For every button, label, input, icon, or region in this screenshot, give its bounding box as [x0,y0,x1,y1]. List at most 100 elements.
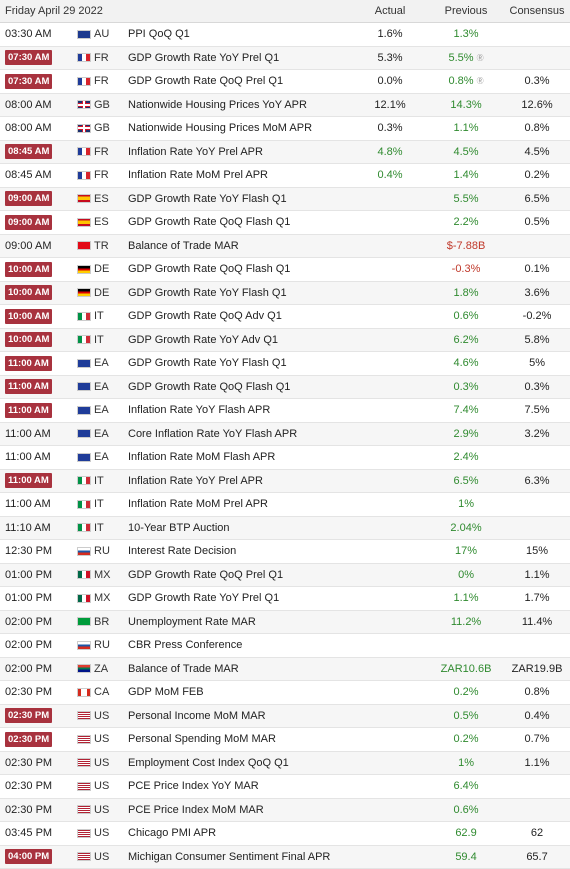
event-name-link[interactable]: GDP Growth Rate QoQ Flash Q1 [128,380,291,393]
country-code[interactable]: ES [94,216,109,229]
table-row[interactable]: 11:00 AM EA Inflation Rate YoY Flash APR 7.… [0,399,570,422]
country-code[interactable]: US [94,803,110,816]
table-row[interactable]: 08:00 AM GB Nationwide Housing Prices YoY … [0,93,570,117]
table-row[interactable]: 02:00 PM RU CBR Press Conference [0,634,570,657]
country-code[interactable]: US [94,709,110,722]
event-name-link[interactable]: Nationwide Housing Prices YoY APR [128,98,307,111]
table-row[interactable]: 02:30 PM US Personal Income MoM MAR 0.5% 0.4… [0,704,570,728]
table-row[interactable]: 04:00 PM US Michigan Consumer Sentiment Fi… [0,845,570,869]
country-code[interactable]: MX [94,568,111,581]
event-name-link[interactable]: 10-Year BTP Auction [128,521,230,534]
event-name-link[interactable]: PCE Price Index YoY MAR [128,780,259,793]
table-row[interactable]: 02:30 PM CA GDP MoM FEB 0.2% 0.8% [0,681,570,704]
consensus-header[interactable]: Consensus [504,0,570,23]
event-name-link[interactable]: Michigan Consumer Sentiment Final APR [128,850,331,863]
revised-icon[interactable]: Ⓡ [476,78,484,86]
event-name-link[interactable]: GDP Growth Rate YoY Flash Q1 [128,286,287,299]
country-code[interactable]: IT [94,310,104,323]
country-code[interactable]: ZA [94,662,109,675]
country-code[interactable]: US [94,756,110,769]
table-row[interactable]: 11:00 AM EA GDP Growth Rate YoY Flash Q1 4.… [0,352,570,375]
table-row[interactable]: 11:00 AM EA Inflation Rate MoM Flash APR 2.… [0,446,570,469]
country-code[interactable]: IT [94,333,104,346]
country-code[interactable]: FR [94,169,109,182]
country-code[interactable]: EA [94,380,109,393]
event-name-link[interactable]: Chicago PMI APR [128,827,217,840]
event-name-link[interactable]: GDP Growth Rate QoQ Prel Q1 [128,568,284,581]
event-name-link[interactable]: Nationwide Housing Prices MoM APR [128,122,313,135]
table-row[interactable]: 12:30 PM RU Interest Rate Decision 17% 15% [0,540,570,563]
country-code[interactable]: GB [94,122,110,135]
event-name-link[interactable]: Inflation Rate YoY Prel APR [128,145,263,158]
country-code[interactable]: US [94,780,110,793]
table-row[interactable]: 02:30 PM US PCE Price Index YoY MAR 6.4% [0,775,570,798]
country-code[interactable]: EA [94,357,109,370]
country-code[interactable]: DE [94,263,110,276]
country-code[interactable]: ES [94,192,109,205]
event-name-link[interactable]: Personal Income MoM MAR [128,709,266,722]
event-name-link[interactable]: GDP Growth Rate QoQ Flash Q1 [128,216,291,229]
table-row[interactable]: 10:00 AM DE GDP Growth Rate YoY Flash Q1 1.… [0,281,570,305]
event-name-link[interactable]: GDP Growth Rate YoY Prel Q1 [128,51,280,64]
country-code[interactable]: MX [94,592,111,605]
table-row[interactable]: 11:10 AM IT 10-Year BTP Auction 2.04% [0,516,570,540]
country-code[interactable]: EA [94,427,109,440]
event-name-link[interactable]: Balance of Trade MAR [128,239,239,252]
country-code[interactable]: RU [94,545,110,558]
event-name-link[interactable]: Personal Spending MoM MAR [128,733,276,746]
event-name-link[interactable]: Inflation Rate YoY Flash APR [128,404,271,417]
table-row[interactable]: 08:45 AM FR Inflation Rate MoM Prel APR 0.4… [0,164,570,187]
event-name-link[interactable]: CBR Press Conference [128,639,243,652]
event-name-link[interactable]: GDP Growth Rate YoY Flash Q1 [128,357,287,370]
table-row[interactable]: 03:45 PM US Chicago PMI APR 62.9 62 [0,822,570,845]
country-code[interactable]: TR [94,239,109,252]
event-name-link[interactable]: Core Inflation Rate YoY Flash APR [128,427,298,440]
actual-header[interactable]: Actual [352,0,429,23]
table-row[interactable]: 08:00 AM GB Nationwide Housing Prices MoM … [0,117,570,140]
table-row[interactable]: 11:00 AM EA Core Inflation Rate YoY Flash … [0,422,570,446]
table-row[interactable]: 10:00 AM DE GDP Growth Rate QoQ Flash Q1 -0… [0,258,570,281]
table-row[interactable]: 10:00 AM IT GDP Growth Rate QoQ Adv Q1 0.6%… [0,305,570,328]
country-code[interactable]: FR [94,75,109,88]
event-name-link[interactable]: Inflation Rate MoM Flash APR [128,451,276,464]
country-code[interactable]: IT [94,498,104,511]
table-row[interactable]: 07:30 AM FR GDP Growth Rate YoY Prel Q1 5.3… [0,46,570,70]
table-row[interactable]: 09:00 AM TR Balance of Trade MAR $-7.88B [0,234,570,258]
country-code[interactable]: US [94,850,110,863]
country-code[interactable]: IT [94,521,104,534]
event-name-link[interactable]: GDP Growth Rate YoY Adv Q1 [128,333,279,346]
country-code[interactable]: CA [94,686,110,699]
country-code[interactable]: BR [94,615,110,628]
table-row[interactable]: 11:00 AM EA GDP Growth Rate QoQ Flash Q1 0.… [0,375,570,399]
table-row[interactable]: 03:30 AM AU PPI QoQ Q1 1.6% 1.3% [0,23,570,46]
event-name-link[interactable]: GDP Growth Rate QoQ Adv Q1 [128,310,282,323]
table-row[interactable]: 10:00 AM IT GDP Growth Rate YoY Adv Q1 6.2%… [0,328,570,352]
country-code[interactable]: GB [94,98,110,111]
event-name-link[interactable]: Interest Rate Decision [128,545,237,558]
event-name-link[interactable]: GDP Growth Rate YoY Prel Q1 [128,592,280,605]
country-code[interactable]: US [94,827,110,840]
table-row[interactable]: 09:00 AM ES GDP Growth Rate QoQ Flash Q1 2.… [0,211,570,234]
country-code[interactable]: AU [94,28,110,41]
table-row[interactable]: 01:00 PM MX GDP Growth Rate QoQ Prel Q1 0% 1… [0,563,570,587]
table-row[interactable]: 08:45 AM FR Inflation Rate YoY Prel APR 4.8… [0,140,570,164]
event-name-link[interactable]: GDP MoM FEB [128,686,204,699]
table-row[interactable]: 02:30 PM US Employment Cost Index QoQ Q1 1%… [0,751,570,775]
event-name-link[interactable]: Unemployment Rate MAR [128,615,256,628]
country-code[interactable]: DE [94,286,110,299]
event-name-link[interactable]: GDP Growth Rate YoY Flash Q1 [128,192,287,205]
table-row[interactable]: 11:00 AM IT Inflation Rate YoY Prel APR 6.5… [0,469,570,493]
table-row[interactable]: 07:30 AM FR GDP Growth Rate QoQ Prel Q1 0.0… [0,70,570,93]
event-name-link[interactable]: PCE Price Index MoM MAR [128,803,264,816]
table-row[interactable]: 09:00 AM ES GDP Growth Rate YoY Flash Q1 5.… [0,187,570,211]
table-row[interactable]: 02:30 PM US Personal Spending MoM MAR 0.2% 0… [0,728,570,751]
country-code[interactable]: FR [94,51,109,64]
table-row[interactable]: 02:30 PM US PCE Price Index MoM MAR 0.6% [0,798,570,822]
event-name-link[interactable]: GDP Growth Rate QoQ Flash Q1 [128,263,291,276]
country-code[interactable]: RU [94,639,110,652]
event-name-link[interactable]: Inflation Rate MoM Prel APR [128,169,269,182]
event-name-link[interactable]: GDP Growth Rate QoQ Prel Q1 [128,75,284,88]
country-code[interactable]: EA [94,451,109,464]
event-name-link[interactable]: Inflation Rate MoM Prel APR [128,498,269,511]
table-row[interactable]: 01:00 PM MX GDP Growth Rate YoY Prel Q1 1.1… [0,587,570,610]
